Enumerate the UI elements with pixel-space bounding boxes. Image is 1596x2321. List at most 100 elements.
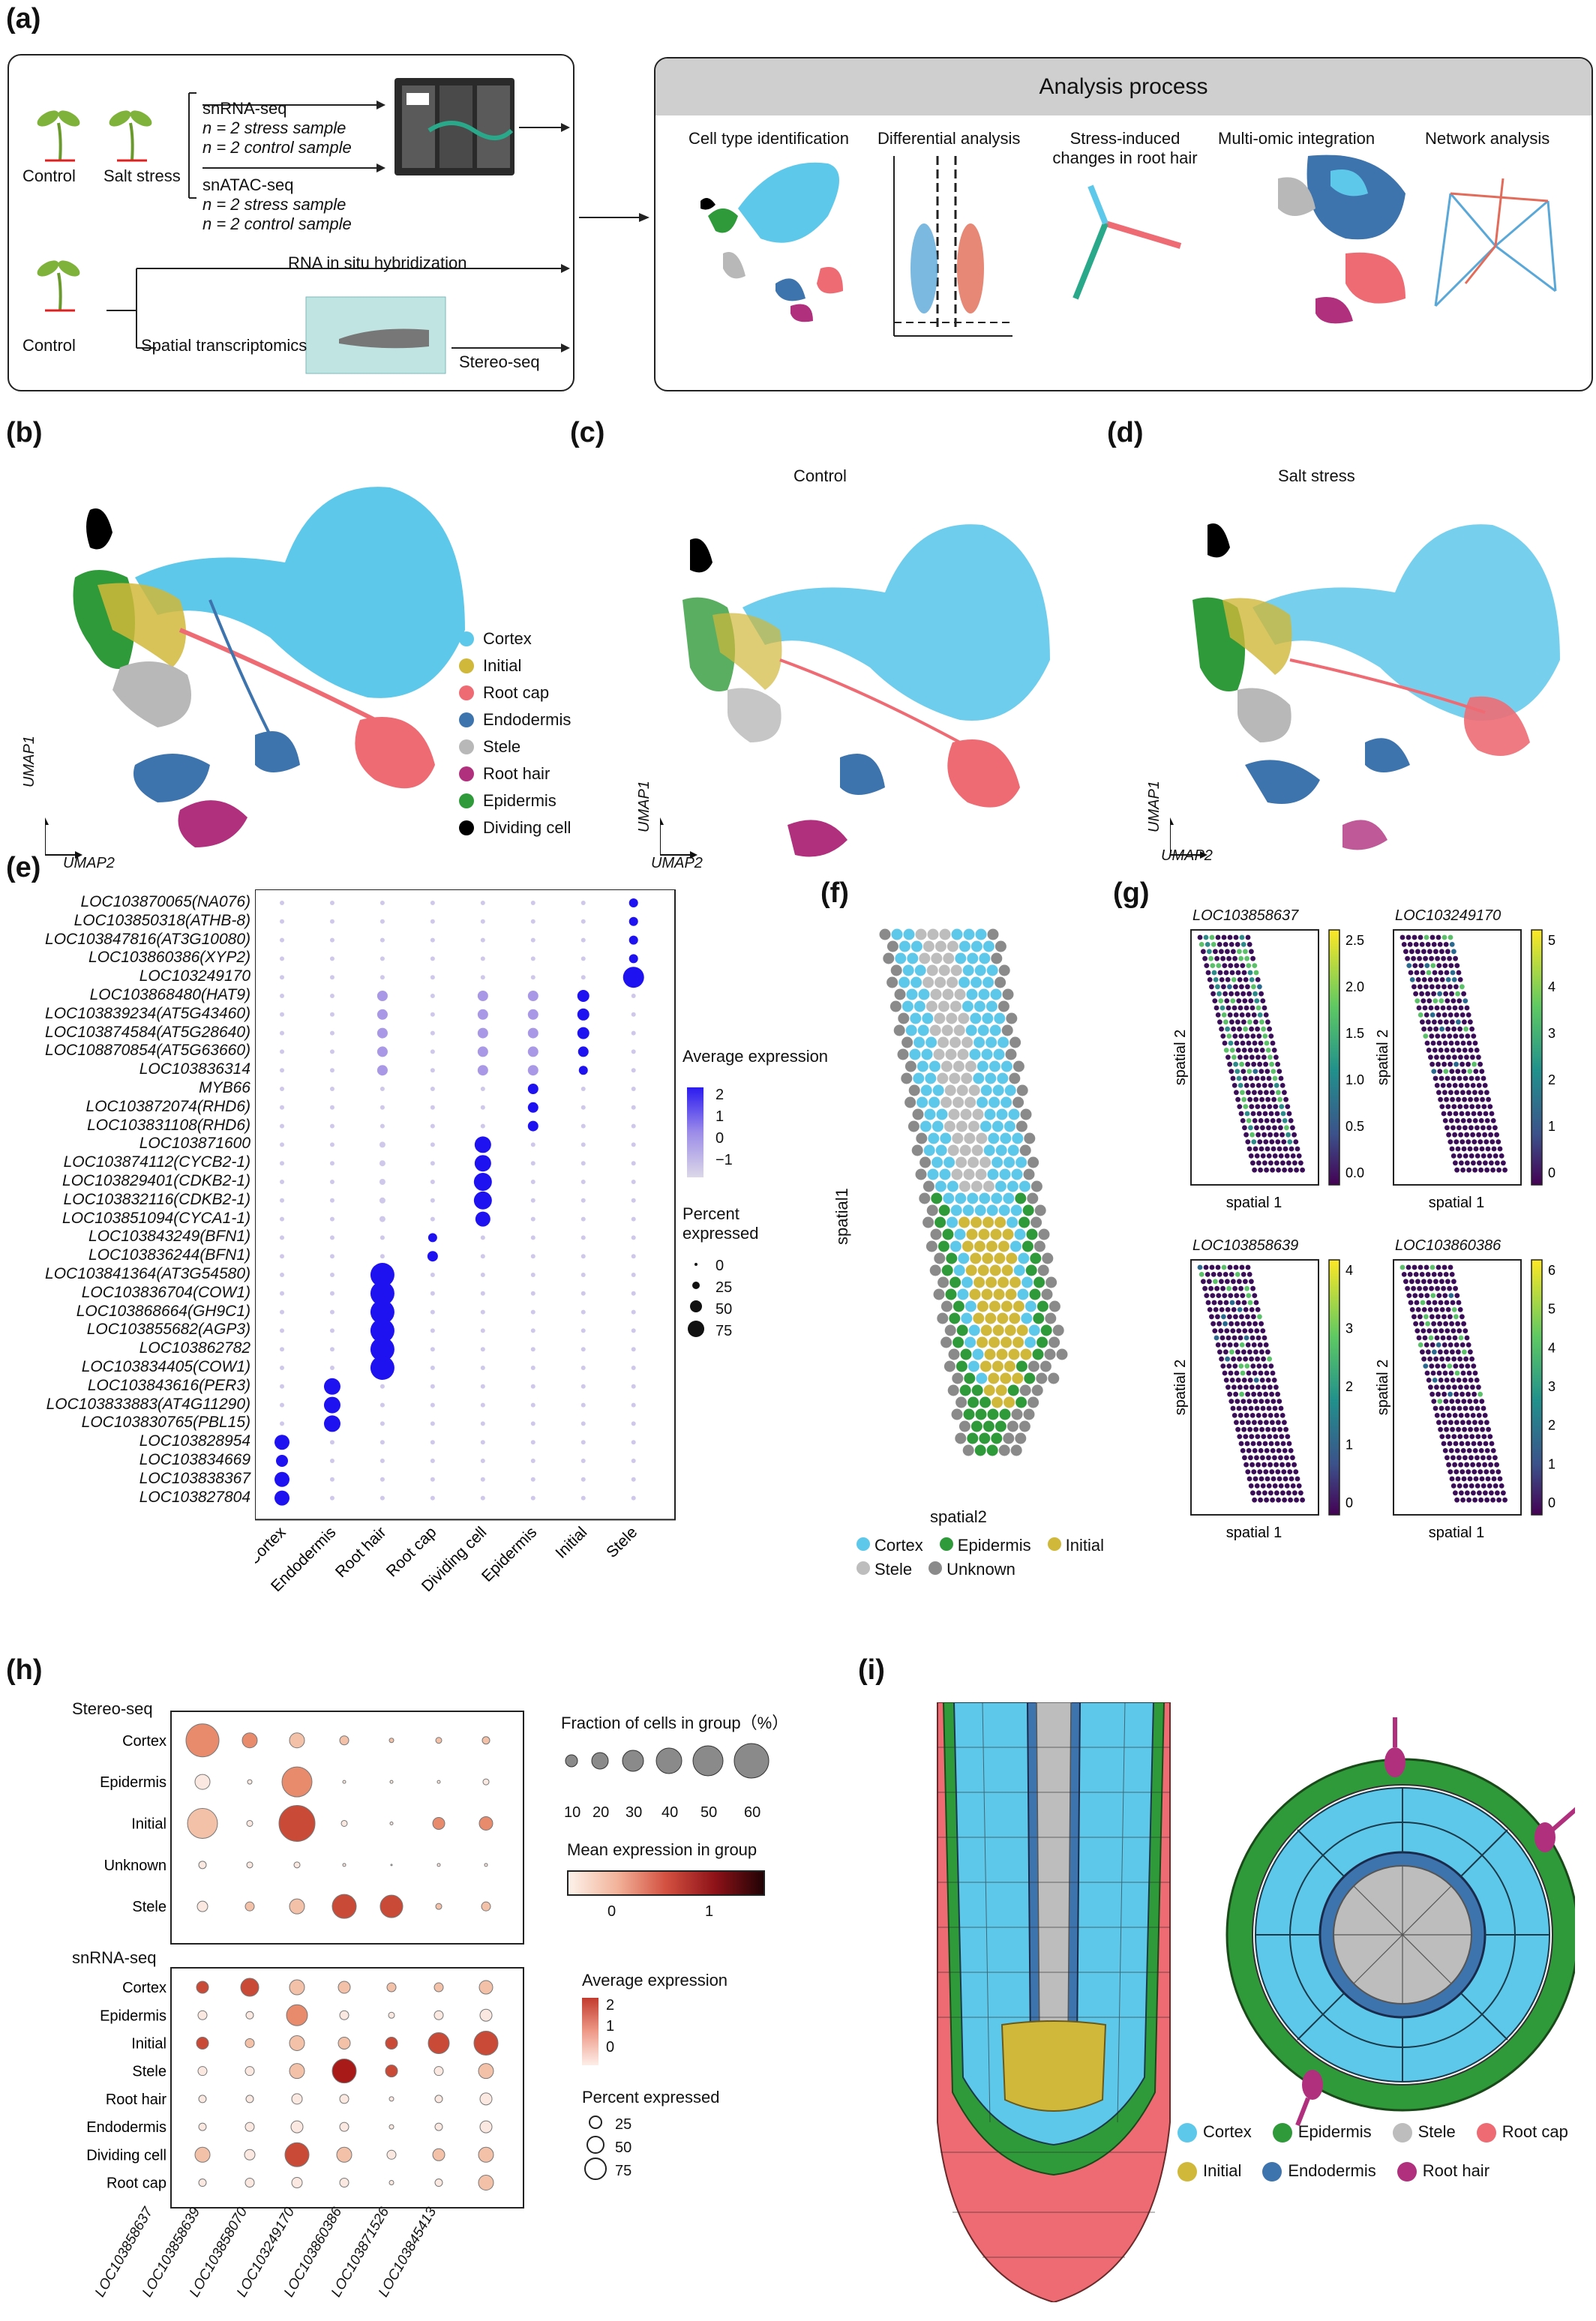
row-label: Initial bbox=[131, 1816, 166, 1832]
spatial-spot bbox=[993, 1288, 1005, 1300]
panel-label-h: (h) bbox=[6, 1654, 43, 1686]
gene-label: LOC103851094(CYCA1-1) bbox=[62, 1209, 250, 1227]
spatial-spot bbox=[968, 1324, 980, 1336]
spatial-spot bbox=[1034, 1204, 1046, 1216]
expression-spot bbox=[1438, 1075, 1444, 1081]
network-icon bbox=[1434, 178, 1557, 307]
expression-dot bbox=[631, 1030, 636, 1036]
expression-spot bbox=[1400, 1264, 1406, 1270]
expression-spot bbox=[1467, 1399, 1473, 1404]
gene-title: LOC103249170 bbox=[1395, 907, 1502, 924]
tick: 75 bbox=[716, 1323, 733, 1339]
expression-spot bbox=[1459, 1111, 1465, 1117]
expression-dot bbox=[329, 937, 334, 943]
expression-spot bbox=[1210, 963, 1216, 968]
expression-spot bbox=[1450, 1048, 1456, 1053]
expression-spot bbox=[1244, 955, 1250, 961]
workflow-diagram bbox=[37, 78, 570, 374]
expression-spot bbox=[1260, 1075, 1266, 1081]
spatial-spot bbox=[940, 1096, 952, 1108]
expression-spot bbox=[1246, 1090, 1251, 1096]
spatial-spot bbox=[1015, 1432, 1027, 1444]
colorbar-tick: 1 bbox=[1548, 1456, 1556, 1471]
expression-spot bbox=[1259, 1378, 1265, 1383]
expression-spot bbox=[1282, 1090, 1287, 1096]
spatial-spot bbox=[1027, 1192, 1039, 1204]
expression-spot bbox=[1286, 1111, 1292, 1117]
gene-label: LOC103855682(AGP3) bbox=[86, 1321, 250, 1339]
expression-spot bbox=[1432, 1349, 1437, 1355]
expression-dot bbox=[580, 1123, 586, 1129]
spatial-spot bbox=[1040, 1324, 1052, 1336]
spatial-spot bbox=[966, 988, 978, 1000]
expression-dot bbox=[329, 1459, 334, 1463]
expression-spot bbox=[1448, 1314, 1453, 1320]
expression-spot bbox=[1244, 1005, 1250, 1011]
expression-dot bbox=[280, 1142, 284, 1147]
expression-spot bbox=[1454, 1293, 1460, 1298]
expression-spot bbox=[1448, 1391, 1453, 1397]
expression-spot bbox=[1264, 1146, 1270, 1152]
expression-spot bbox=[1231, 949, 1236, 955]
spatial-spot bbox=[951, 928, 963, 940]
expression-spot bbox=[1251, 1012, 1257, 1018]
expression-dot bbox=[430, 1087, 435, 1091]
expression-spot bbox=[1409, 1279, 1414, 1285]
expression-spot bbox=[1467, 1146, 1473, 1152]
spatial-spot bbox=[1001, 1264, 1013, 1276]
legend-item: Initial bbox=[1047, 1536, 1104, 1555]
expression-spot bbox=[1502, 1497, 1508, 1503]
expression-spot bbox=[1263, 1391, 1268, 1397]
expression-spot bbox=[1274, 1413, 1280, 1418]
colorbar-tick: 1 bbox=[1548, 1119, 1556, 1134]
expression-spot bbox=[1241, 1048, 1247, 1053]
expression-spot bbox=[1221, 934, 1227, 940]
expression-spot bbox=[1473, 1399, 1479, 1404]
spatial-spot bbox=[955, 1432, 967, 1444]
frac-size-legend bbox=[565, 1743, 770, 1779]
expression-dot bbox=[631, 1366, 636, 1370]
expression-spot bbox=[1490, 1448, 1496, 1453]
gene-label: LOC103871600 bbox=[139, 1135, 250, 1153]
expression-dot bbox=[530, 1273, 536, 1277]
expression-dot bbox=[631, 1254, 636, 1259]
expression-spot bbox=[1248, 1075, 1254, 1081]
spatial-spot bbox=[963, 1168, 975, 1180]
expression-spot bbox=[1424, 1314, 1429, 1320]
spatial-spot bbox=[991, 1192, 1003, 1204]
expression-spot bbox=[1280, 1413, 1286, 1418]
expression-spot bbox=[1443, 1321, 1448, 1327]
expression-spot bbox=[1231, 1026, 1236, 1032]
colorbar-tick: 0.0 bbox=[1346, 1165, 1364, 1180]
expression-spot bbox=[1479, 1476, 1485, 1482]
expression-spot bbox=[1267, 1026, 1272, 1032]
expression-spot bbox=[1216, 1321, 1222, 1327]
expression-spot bbox=[1461, 1069, 1467, 1074]
spatial-spot bbox=[912, 1108, 924, 1120]
expression-spot bbox=[1255, 977, 1261, 982]
expression-dot bbox=[244, 2066, 255, 2077]
spatial-spot bbox=[922, 1216, 934, 1228]
spatial-spot bbox=[955, 952, 967, 964]
expression-spot bbox=[1429, 1033, 1435, 1039]
expression-spot bbox=[1418, 984, 1423, 990]
expression-dot bbox=[244, 2122, 255, 2132]
expression-spot bbox=[1451, 1104, 1457, 1109]
expression-spot bbox=[1243, 949, 1248, 955]
spatial-spot bbox=[1036, 1336, 1048, 1348]
expression-spot bbox=[1409, 949, 1414, 955]
spatial-spot bbox=[1029, 1288, 1041, 1300]
gene-label: LOC103832116(CDKB2-1) bbox=[63, 1190, 250, 1208]
expression-spot bbox=[1474, 1075, 1480, 1081]
expression-spot bbox=[1234, 942, 1240, 947]
expression-spot bbox=[1213, 1279, 1218, 1285]
expression-spot bbox=[1260, 1483, 1266, 1489]
expression-spot bbox=[1202, 1285, 1208, 1291]
expression-dot bbox=[479, 2092, 493, 2106]
expression-dot bbox=[480, 975, 485, 980]
expression-dot bbox=[280, 937, 284, 943]
expression-dot bbox=[385, 2065, 398, 2078]
spatial-spot bbox=[910, 1012, 922, 1024]
row-label: Initial bbox=[131, 2035, 166, 2052]
expression-spot bbox=[1450, 1426, 1455, 1432]
